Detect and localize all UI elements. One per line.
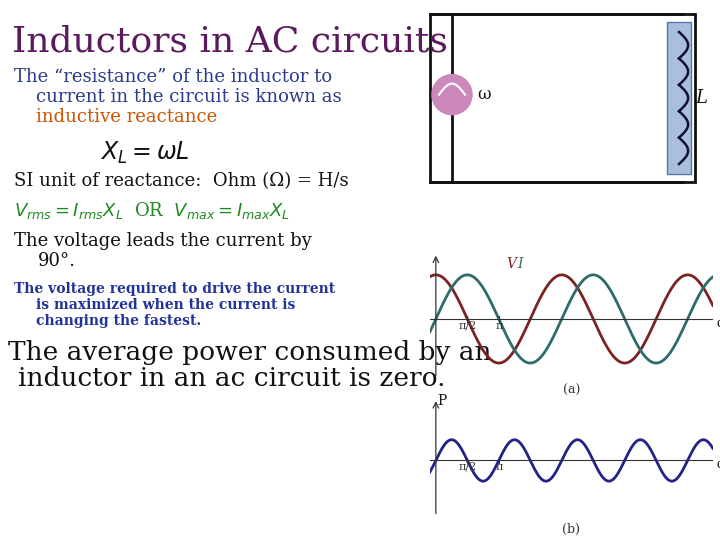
Bar	[430, 14, 695, 182]
Text: The average power consumed by an: The average power consumed by an	[8, 340, 492, 365]
Circle shape	[432, 75, 472, 114]
Text: The voltage required to drive the current: The voltage required to drive the curren…	[14, 282, 335, 296]
Text: inductor in an ac circuit is zero.: inductor in an ac circuit is zero.	[18, 366, 446, 391]
Text: 90°.: 90°.	[38, 252, 76, 270]
Text: π: π	[495, 462, 503, 471]
Text: changing the fastest.: changing the fastest.	[36, 314, 202, 328]
Text: Inductors in AC circuits: Inductors in AC circuits	[12, 25, 448, 59]
Text: inductive reactance: inductive reactance	[36, 108, 217, 126]
Text: π/2: π/2	[458, 462, 477, 471]
Text: ωt: ωt	[717, 458, 720, 471]
Text: $\it{V_{rms} = I_{rms}X_L}$  OR  $\it{V_{max} = I_{max}X_L}$: $\it{V_{rms} = I_{rms}X_L}$ OR $\it{V_{m…	[14, 200, 290, 221]
Text: ωt: ωt	[717, 317, 720, 330]
Text: is maximized when the current is: is maximized when the current is	[36, 298, 295, 312]
Text: (b): (b)	[562, 523, 580, 536]
Text: I: I	[517, 257, 523, 271]
Text: (a): (a)	[562, 384, 580, 397]
Text: $X_L = \omega L$: $X_L = \omega L$	[100, 140, 189, 166]
Text: The voltage leads the current by: The voltage leads the current by	[14, 232, 312, 250]
Bar	[667, 22, 691, 174]
Text: π/2: π/2	[458, 321, 477, 330]
Text: current in the circuit is known as: current in the circuit is known as	[36, 88, 341, 106]
Text: The “resistance” of the inductor to: The “resistance” of the inductor to	[14, 68, 332, 86]
Text: π: π	[495, 321, 503, 330]
Text: V: V	[506, 257, 516, 271]
Text: SI unit of reactance:  Ohm (Ω) = H/s: SI unit of reactance: Ohm (Ω) = H/s	[14, 172, 348, 190]
Text: ω: ω	[477, 86, 490, 103]
Text: L: L	[695, 89, 707, 107]
Text: P: P	[437, 394, 446, 408]
